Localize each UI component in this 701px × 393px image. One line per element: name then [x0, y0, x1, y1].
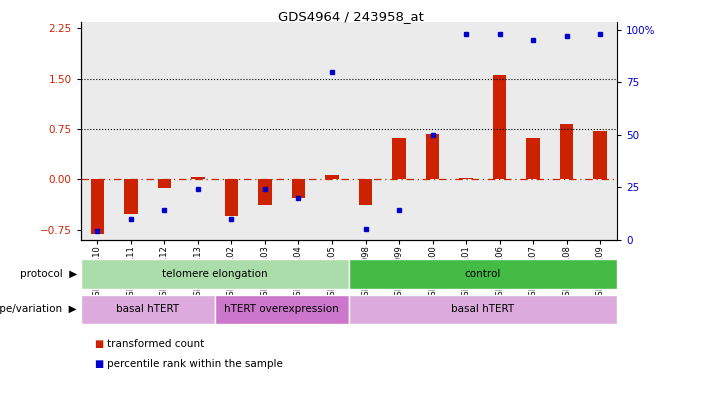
Bar [449, 22, 483, 240]
Text: genotype/variation  ▶: genotype/variation ▶ [0, 305, 77, 314]
Bar [594, 131, 607, 179]
Bar [148, 22, 181, 240]
Bar [191, 176, 205, 179]
Text: ■: ■ [95, 339, 107, 349]
Bar [114, 22, 148, 240]
Bar [81, 295, 215, 324]
Bar [81, 22, 114, 240]
Bar [393, 138, 406, 179]
Bar [292, 179, 305, 198]
Bar [215, 295, 349, 324]
Bar [416, 22, 449, 240]
Bar [215, 22, 248, 240]
Bar [359, 179, 372, 205]
Text: GDS4964 / 243958_at: GDS4964 / 243958_at [278, 10, 423, 23]
Text: basal hTERT: basal hTERT [451, 305, 515, 314]
Bar [550, 22, 583, 240]
Bar [349, 259, 617, 289]
Text: control: control [465, 269, 501, 279]
Bar [583, 22, 617, 240]
Bar [349, 22, 382, 240]
Bar [526, 138, 540, 179]
Bar [81, 259, 349, 289]
Text: ■: ■ [95, 358, 107, 369]
Bar [158, 179, 171, 188]
Text: basal hTERT: basal hTERT [116, 305, 179, 314]
Bar [248, 22, 282, 240]
Bar [124, 179, 137, 214]
Bar [325, 175, 339, 179]
Bar [315, 22, 349, 240]
Bar [426, 134, 440, 179]
Text: transformed count: transformed count [107, 339, 205, 349]
Text: percentile rank within the sample: percentile rank within the sample [107, 358, 283, 369]
Bar [282, 22, 315, 240]
Bar [382, 22, 416, 240]
Bar [349, 295, 617, 324]
Bar [483, 22, 517, 240]
Text: protocol  ▶: protocol ▶ [20, 269, 77, 279]
Bar [90, 179, 104, 234]
Text: telomere elongation: telomere elongation [162, 269, 268, 279]
Bar [517, 22, 550, 240]
Bar [560, 124, 573, 179]
Text: hTERT overexpression: hTERT overexpression [224, 305, 339, 314]
Bar [258, 179, 272, 205]
Bar [459, 178, 472, 179]
Bar [181, 22, 215, 240]
Bar [225, 179, 238, 216]
Bar [493, 75, 506, 179]
